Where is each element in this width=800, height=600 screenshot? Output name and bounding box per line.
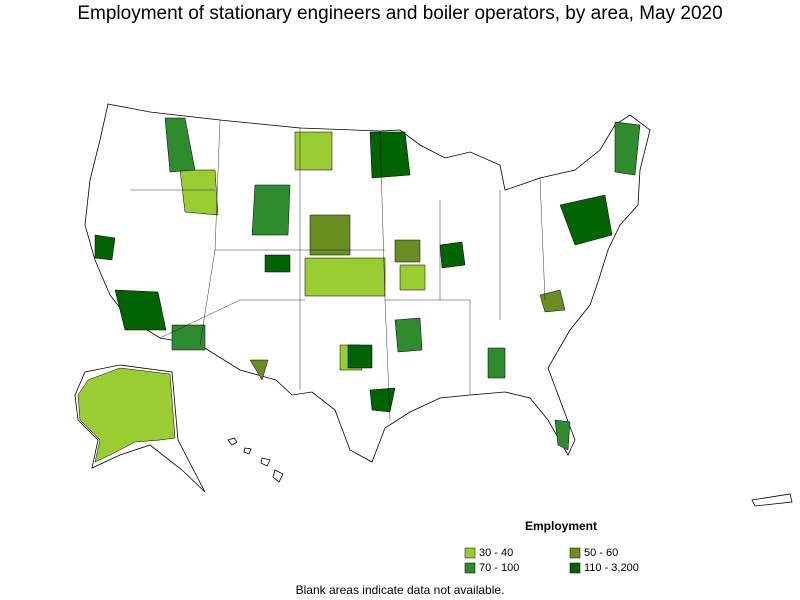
employment-area [394,317,423,353]
employment-area [94,234,116,261]
state-borders [130,119,546,421]
employment-area [309,214,351,256]
footnote: Blank areas indicate data not available. [296,583,505,597]
employment-area [294,131,333,171]
legend-label: 110 - 3,200 [584,562,639,574]
employment-area [77,367,176,463]
employment-area [614,121,641,176]
employment-area [399,264,426,291]
employment-areas [77,117,641,463]
employment-area [559,194,613,246]
legend-label: 70 - 100 [479,562,519,574]
legend-swatch [569,547,581,559]
legend-swatch [464,547,476,559]
employment-area [179,169,219,216]
employment-area [554,419,571,451]
legend-label: 30 - 40 [479,547,513,559]
map-title: Employment of stationary engineers and b… [77,3,722,24]
puerto-rico [751,493,793,507]
employment-area [171,324,206,351]
legend: 30 - 40 50 - 60 70 - 100 110 - 3,200 [464,547,639,574]
employment-area [264,254,291,273]
employment-area [249,359,269,381]
legend-swatch [569,562,581,574]
employment-area [539,289,566,313]
employment-area [164,117,196,173]
legend-title: Employment [525,519,597,533]
map [74,103,793,507]
employment-area [487,347,506,379]
employment-area [439,241,466,269]
employment-area [394,239,421,263]
employment-area [304,257,386,297]
employment-area [369,131,411,179]
hawaii [227,437,284,483]
employment-area [251,184,291,236]
employment-area [347,344,373,369]
legend-swatch [464,562,476,574]
employment-area [114,289,167,331]
legend-label: 50 - 60 [584,547,618,559]
